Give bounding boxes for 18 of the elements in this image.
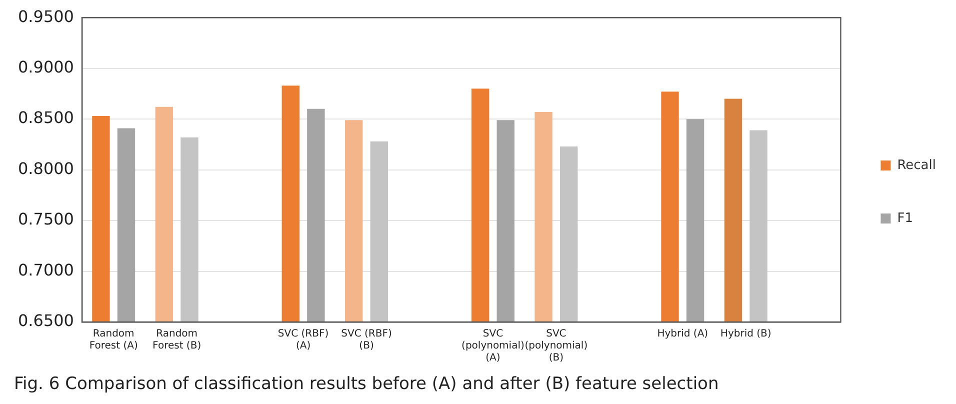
x-tick-label: Hybrid (A) (657, 328, 708, 340)
y-tick-label: 0.8000 (18, 158, 74, 178)
legend-label: F1 (897, 210, 913, 226)
caption: Fig. 6 Comparison of classification results before (A) and after (B) feature selection (14, 374, 719, 394)
x-tick-label: SVC (polynomial) (A) (462, 328, 524, 364)
x-tick-label: Random Forest (B) (152, 328, 202, 352)
y-tick-label: 0.7000 (18, 260, 74, 280)
x-tick-label: SVC (RBF) (A) (278, 328, 329, 352)
x-tick-label: SVC (RBF) (B) (341, 328, 392, 352)
y-tick-label: 0.9500 (18, 6, 74, 26)
y-tick-label: 0.9000 (18, 57, 74, 76)
y-tick-label: 0.7500 (18, 210, 74, 229)
x-tick-label: Random Forest (A) (89, 328, 138, 352)
x-tick-label: SVC (polynomial) (B) (524, 328, 588, 364)
x-tick-label: Hybrid (B) (720, 328, 772, 340)
legend-label: Recall (897, 158, 936, 173)
y-tick-label: 0.8500 (18, 108, 74, 128)
y-tick-label: 0.6500 (18, 311, 74, 330)
